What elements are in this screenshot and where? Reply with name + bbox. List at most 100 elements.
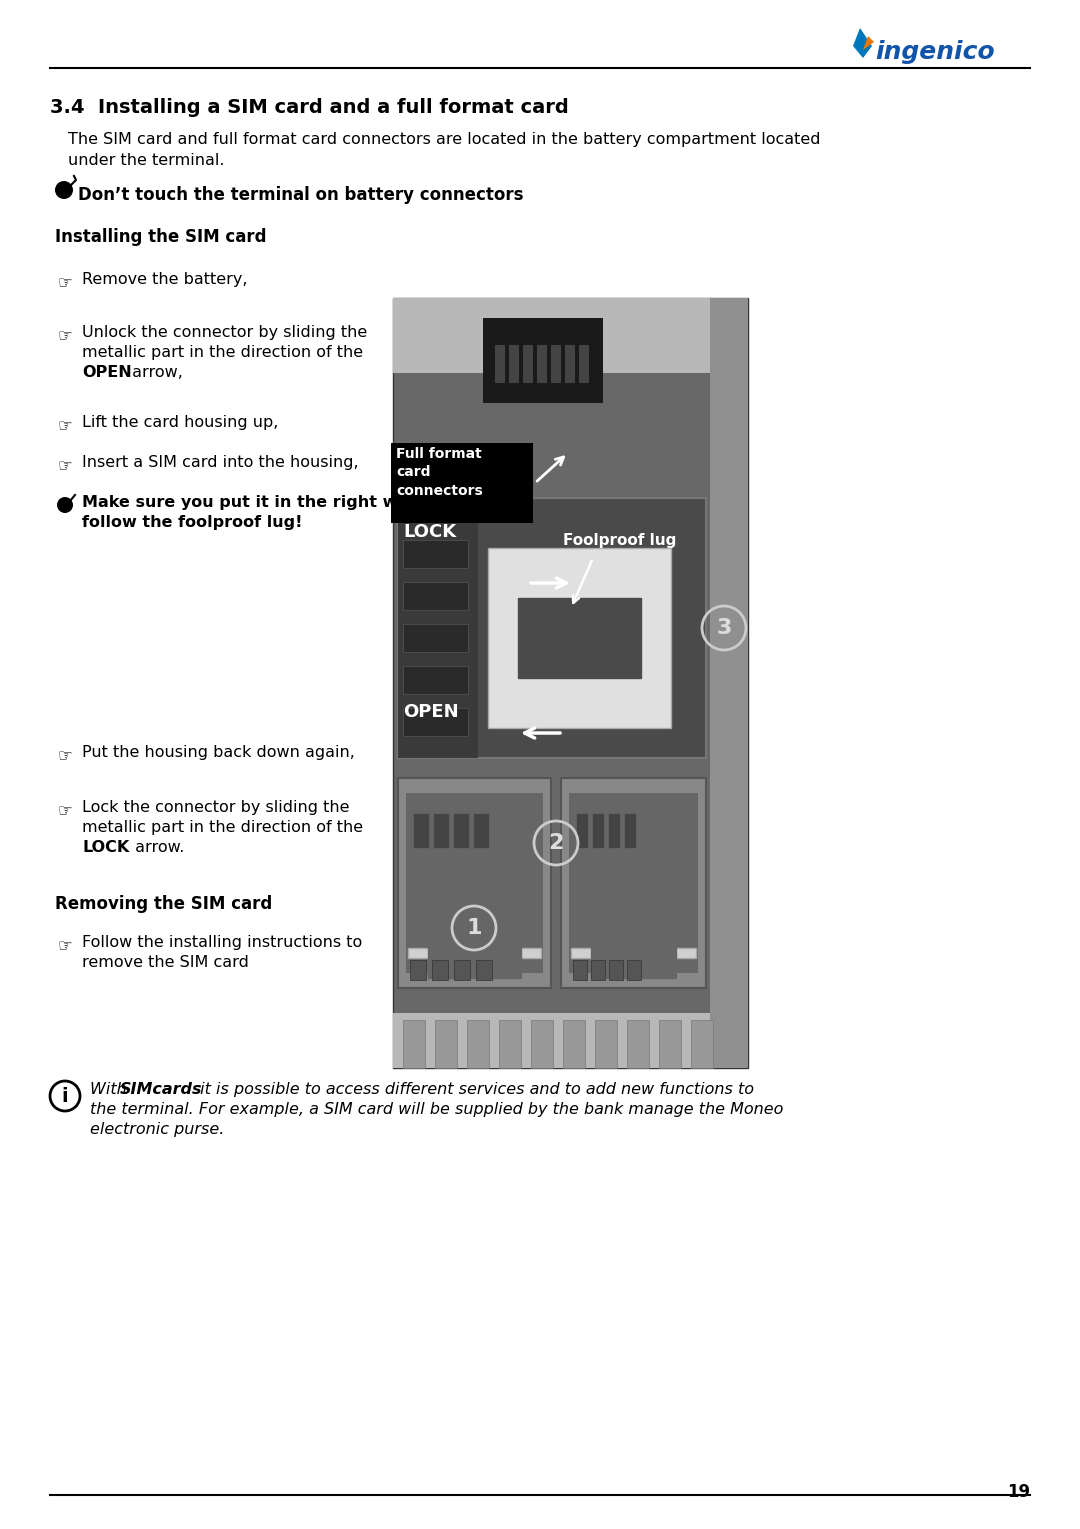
Bar <box>454 960 470 980</box>
Bar <box>659 1020 681 1067</box>
Text: Foolproof lug: Foolproof lug <box>563 534 676 547</box>
Bar <box>627 960 642 980</box>
Bar <box>433 813 449 849</box>
Bar <box>410 960 426 980</box>
Bar <box>576 813 588 849</box>
Text: ☞: ☞ <box>58 457 72 476</box>
Bar <box>399 498 706 758</box>
Bar <box>691 1020 713 1067</box>
Bar <box>399 498 478 758</box>
Text: Don’t touch the terminal on battery connectors: Don’t touch the terminal on battery conn… <box>78 187 524 203</box>
Text: ☞: ☞ <box>58 274 72 292</box>
Polygon shape <box>518 598 642 677</box>
Bar <box>624 813 636 849</box>
Polygon shape <box>853 28 872 58</box>
Text: Lock the connector by sliding the: Lock the connector by sliding the <box>82 800 350 815</box>
Text: it is possible to access different services and to add new functions to: it is possible to access different servi… <box>195 1083 754 1096</box>
Bar <box>495 346 505 382</box>
Bar <box>483 318 603 404</box>
Bar <box>453 813 469 849</box>
Text: arrow.: arrow. <box>130 839 185 855</box>
Text: Full format
card
connectors: Full format card connectors <box>396 446 483 498</box>
Text: i: i <box>62 1087 68 1105</box>
Text: the terminal. For example, a SIM card will be supplied by the bank manage the Mo: the terminal. For example, a SIM card wi… <box>90 1102 783 1118</box>
Bar <box>403 1020 426 1067</box>
Text: OPEN: OPEN <box>403 703 459 722</box>
Bar <box>561 778 706 988</box>
Polygon shape <box>428 928 521 979</box>
Bar <box>473 813 489 849</box>
Bar <box>408 948 541 959</box>
Text: 2: 2 <box>549 833 564 853</box>
Bar <box>551 346 561 382</box>
Bar <box>608 813 620 849</box>
Bar <box>563 1020 585 1067</box>
Text: 3.4  Installing a SIM card and a full format card: 3.4 Installing a SIM card and a full for… <box>50 98 569 118</box>
Text: LOCK: LOCK <box>403 523 456 541</box>
Text: under the terminal.: under the terminal. <box>68 153 225 168</box>
Text: electronic purse.: electronic purse. <box>90 1122 225 1138</box>
Text: arrow,: arrow, <box>127 365 183 381</box>
Text: Follow the installing instructions to: Follow the installing instructions to <box>82 936 362 950</box>
Text: Insert a SIM card into the housing,: Insert a SIM card into the housing, <box>82 456 359 469</box>
Polygon shape <box>591 928 676 979</box>
Bar <box>393 1014 710 1067</box>
Bar <box>523 346 534 382</box>
Bar <box>467 1020 489 1067</box>
Bar <box>403 624 468 651</box>
Text: remove the SIM card: remove the SIM card <box>82 956 248 969</box>
Circle shape <box>57 497 73 514</box>
Text: LOCK: LOCK <box>82 839 130 855</box>
Text: Unlock the connector by sliding the: Unlock the connector by sliding the <box>82 326 367 339</box>
Text: ingenico: ingenico <box>875 40 995 64</box>
Bar <box>591 960 605 980</box>
Text: metallic part in the direction of the: metallic part in the direction of the <box>82 820 363 835</box>
Text: 1: 1 <box>467 917 482 937</box>
Text: follow the foolproof lug!: follow the foolproof lug! <box>82 515 302 531</box>
Text: The SIM card and full format card connectors are located in the battery compartm: The SIM card and full format card connec… <box>68 131 821 147</box>
Bar <box>391 443 534 523</box>
Bar <box>413 813 429 849</box>
Text: Remove the battery,: Remove the battery, <box>82 272 247 287</box>
Text: Removing the SIM card: Removing the SIM card <box>55 894 272 913</box>
Bar <box>609 960 623 980</box>
Bar <box>403 667 468 694</box>
Bar <box>573 960 588 980</box>
Bar <box>403 583 468 610</box>
Text: Put the housing back down again,: Put the housing back down again, <box>82 745 355 760</box>
Text: 3: 3 <box>716 618 731 638</box>
Bar <box>537 346 546 382</box>
Bar <box>569 794 698 972</box>
Polygon shape <box>863 37 874 50</box>
Text: ☞: ☞ <box>58 803 72 820</box>
Text: With: With <box>90 1083 132 1096</box>
Bar <box>393 298 748 373</box>
Text: Installing the SIM card: Installing the SIM card <box>55 228 267 246</box>
Bar <box>595 1020 617 1067</box>
Bar <box>406 794 543 972</box>
Text: 19: 19 <box>1007 1483 1030 1501</box>
Bar <box>627 1020 649 1067</box>
Bar <box>571 948 696 959</box>
Bar <box>432 960 448 980</box>
Bar <box>393 298 748 1067</box>
Text: ☞: ☞ <box>58 748 72 764</box>
Bar <box>499 1020 521 1067</box>
Text: ☞: ☞ <box>58 327 72 346</box>
Bar <box>565 346 575 382</box>
Bar <box>435 1020 457 1067</box>
Bar <box>509 346 519 382</box>
Text: ☞: ☞ <box>58 937 72 956</box>
Bar <box>476 960 492 980</box>
Bar <box>579 346 589 382</box>
Text: Make sure you put it in the right way,: Make sure you put it in the right way, <box>82 495 423 511</box>
Bar <box>531 1020 553 1067</box>
Bar <box>710 298 748 1067</box>
Circle shape <box>55 180 73 199</box>
Text: Lift the card housing up,: Lift the card housing up, <box>82 414 279 430</box>
Bar <box>403 540 468 567</box>
Bar <box>592 813 604 849</box>
Bar <box>488 547 671 728</box>
Bar <box>399 778 551 988</box>
Text: SIMcards: SIMcards <box>120 1083 203 1096</box>
